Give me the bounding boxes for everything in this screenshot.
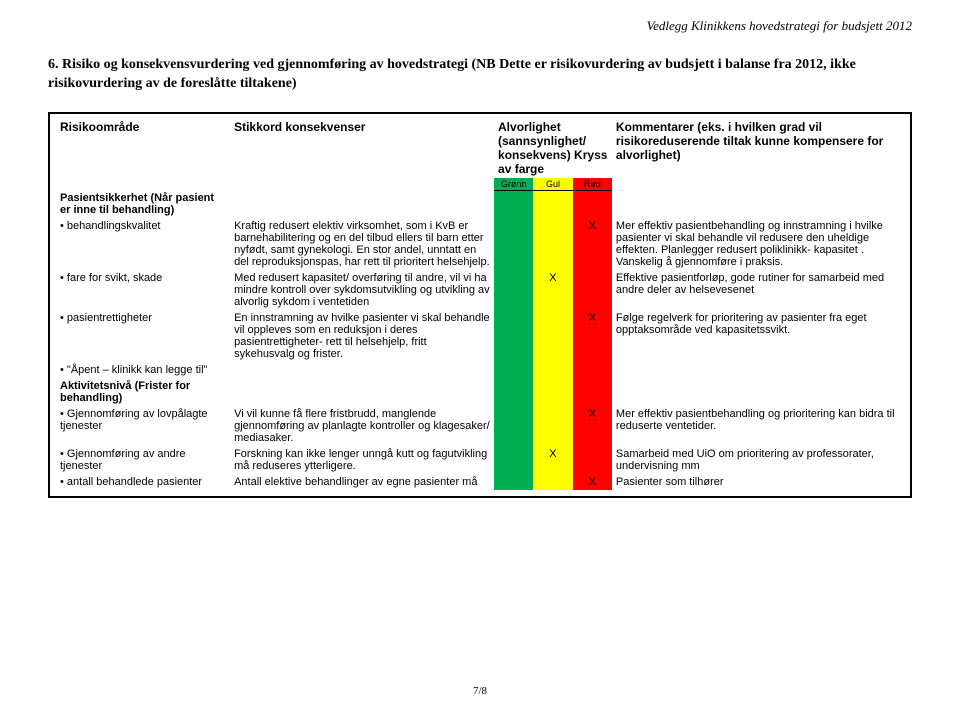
risk-area-cell: antall behandlede pasienter: [56, 474, 230, 490]
keywords-cell: Kraftig redusert elektiv virksomhet, som…: [230, 218, 494, 270]
severity-green-cell: [494, 406, 533, 446]
risk-table-frame: Risikoområde Stikkord konsekvenser Alvor…: [48, 112, 912, 499]
keywords-cell: Antall elektive behandlinger av egne pas…: [230, 474, 494, 490]
risk-area-cell: Gjennomføring av lovpålagte tjenester: [56, 406, 230, 446]
severity-sub-red: Rød: [573, 178, 612, 191]
col-header-severity: Alvorlighet (sannsynlighet/ konsekvens) …: [494, 118, 612, 178]
table-row: fare for svikt, skade Med redusert kapas…: [56, 270, 904, 310]
keywords-cell: [230, 362, 494, 378]
risk-table: Risikoområde Stikkord konsekvenser Alvor…: [56, 118, 904, 491]
severity-green-cell: [494, 270, 533, 310]
running-header: Vedlegg Klinikkens hovedstrategi for bud…: [48, 18, 912, 34]
risk-area-cell: fare for svikt, skade: [56, 270, 230, 310]
severity-yellow-cell: [533, 474, 572, 490]
page-number: 7/8: [0, 685, 960, 697]
table-row: Gjennomføring av andre tjenester Forskni…: [56, 446, 904, 474]
risk-area-cell: "Åpent – klinikk kan legge til": [56, 362, 230, 378]
table-row: antall behandlede pasienter Antall elekt…: [56, 474, 904, 490]
keywords-cell: En innstramning av hvilke pasienter vi s…: [230, 310, 494, 362]
table-row: behandlingskvalitet Kraftig redusert ele…: [56, 218, 904, 270]
group-heading-row: Pasientsikkerhet (Når pasient er inne ti…: [56, 190, 904, 218]
severity-red-cell: X: [573, 310, 612, 362]
severity-green-cell: [494, 474, 533, 490]
risk-area-cell: behandlingskvalitet: [56, 218, 230, 270]
table-row: pasientrettigheter En innstramning av hv…: [56, 310, 904, 362]
severity-sub-yellow: Gul: [533, 178, 572, 191]
severity-yellow-cell: [533, 310, 572, 362]
severity-green-cell: [494, 362, 533, 378]
severity-red-cell: [573, 270, 612, 310]
risk-table-body: Pasientsikkerhet (Når pasient er inne ti…: [56, 190, 904, 490]
keywords-cell: Forskning kan ikke lenger unngå kutt og …: [230, 446, 494, 474]
severity-yellow-cell: [533, 362, 572, 378]
severity-sub-green: Grønn: [494, 178, 533, 191]
col-header-risk-area: Risikoområde: [56, 118, 230, 191]
table-row: Gjennomføring av lovpålagte tjenester Vi…: [56, 406, 904, 446]
keywords-cell: Vi vil kunne få flere fristbrudd, mangle…: [230, 406, 494, 446]
section-number: 6.: [48, 57, 59, 72]
severity-green-cell: [494, 446, 533, 474]
severity-green-cell: [494, 218, 533, 270]
severity-red-cell: X: [573, 406, 612, 446]
col-header-keywords: Stikkord konsekvenser: [230, 118, 494, 191]
severity-yellow-cell: X: [533, 270, 572, 310]
risk-area-cell: pasientrettigheter: [56, 310, 230, 362]
group-heading: Aktivitetsnivå (Frister for behandling): [56, 378, 230, 406]
severity-yellow-cell: X: [533, 446, 572, 474]
severity-red-cell: [573, 446, 612, 474]
group-heading: Pasientsikkerhet (Når pasient er inne ti…: [56, 190, 230, 218]
comment-cell: [612, 362, 904, 378]
severity-red-cell: X: [573, 218, 612, 270]
comment-cell: Samarbeid med UiO om prioritering av pro…: [612, 446, 904, 474]
comment-cell: Pasienter som tilhører: [612, 474, 904, 490]
comment-cell: Effektive pasientforløp, gode rutiner fo…: [612, 270, 904, 310]
comment-cell: Mer effektiv pasientbehandling og innstr…: [612, 218, 904, 270]
section-heading: 6. Risiko og konsekvensvurdering ved gje…: [48, 56, 912, 94]
section-title: Risiko og konsekvensvurdering ved gjenno…: [48, 57, 856, 91]
col-header-comments: Kommentarer (eks. i hvilken grad vil ris…: [612, 118, 904, 191]
comment-cell: Følge regelverk for prioritering av pasi…: [612, 310, 904, 362]
keywords-cell: Med redusert kapasitet/ overføring til a…: [230, 270, 494, 310]
severity-red-cell: X: [573, 474, 612, 490]
severity-yellow-cell: [533, 218, 572, 270]
group-heading-row: Aktivitetsnivå (Frister for behandling): [56, 378, 904, 406]
comment-cell: Mer effektiv pasientbehandling og priori…: [612, 406, 904, 446]
severity-yellow-cell: [533, 406, 572, 446]
risk-area-cell: Gjennomføring av andre tjenester: [56, 446, 230, 474]
severity-red-cell: [573, 362, 612, 378]
table-row: "Åpent – klinikk kan legge til": [56, 362, 904, 378]
severity-green-cell: [494, 310, 533, 362]
